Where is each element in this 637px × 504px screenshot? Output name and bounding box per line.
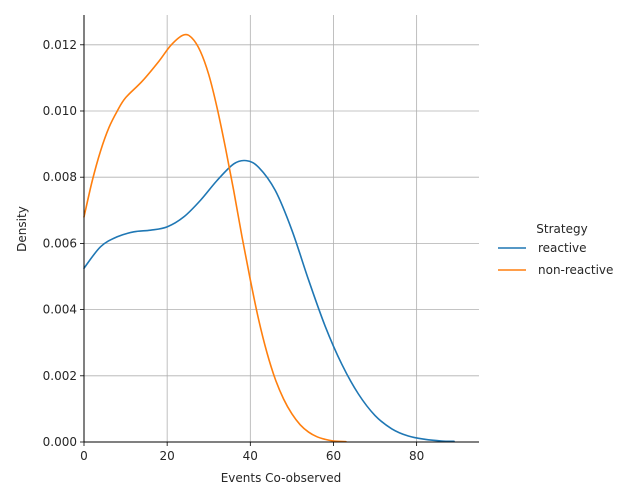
- y-tick-label: 0.000: [43, 435, 77, 449]
- legend-label-reactive: reactive: [538, 241, 587, 255]
- y-tick-label: 0.004: [43, 303, 77, 317]
- legend-title: Strategy: [536, 222, 587, 236]
- y-tick-label: 0.002: [43, 369, 77, 383]
- x-tick-label: 60: [326, 449, 341, 463]
- series-line-non-reactive: [83, 33, 347, 443]
- x-tick-label: 40: [243, 449, 258, 463]
- x-tick-label: 20: [160, 449, 175, 463]
- x-tick-label: 0: [80, 449, 88, 463]
- y-tick-label: 0.008: [43, 170, 77, 184]
- series-layer: [83, 33, 455, 443]
- y-tick-label: 0.012: [43, 38, 77, 52]
- x-axis-label: Events Co-observed: [221, 471, 342, 485]
- legend-label-non-reactive: non-reactive: [538, 263, 613, 277]
- y-axis-label: Density: [15, 206, 29, 252]
- y-tick-label: 0.006: [43, 236, 77, 250]
- y-tick-label: 0.010: [43, 104, 77, 118]
- axes: 0 20 40 60 80 0.000 0.002 0.004 0.006 0.008 0.010 0…: [43, 15, 479, 463]
- x-tick-label: 80: [409, 449, 424, 463]
- series-line-reactive: [83, 159, 455, 443]
- legend: Strategy reactive non-reactive: [498, 222, 613, 277]
